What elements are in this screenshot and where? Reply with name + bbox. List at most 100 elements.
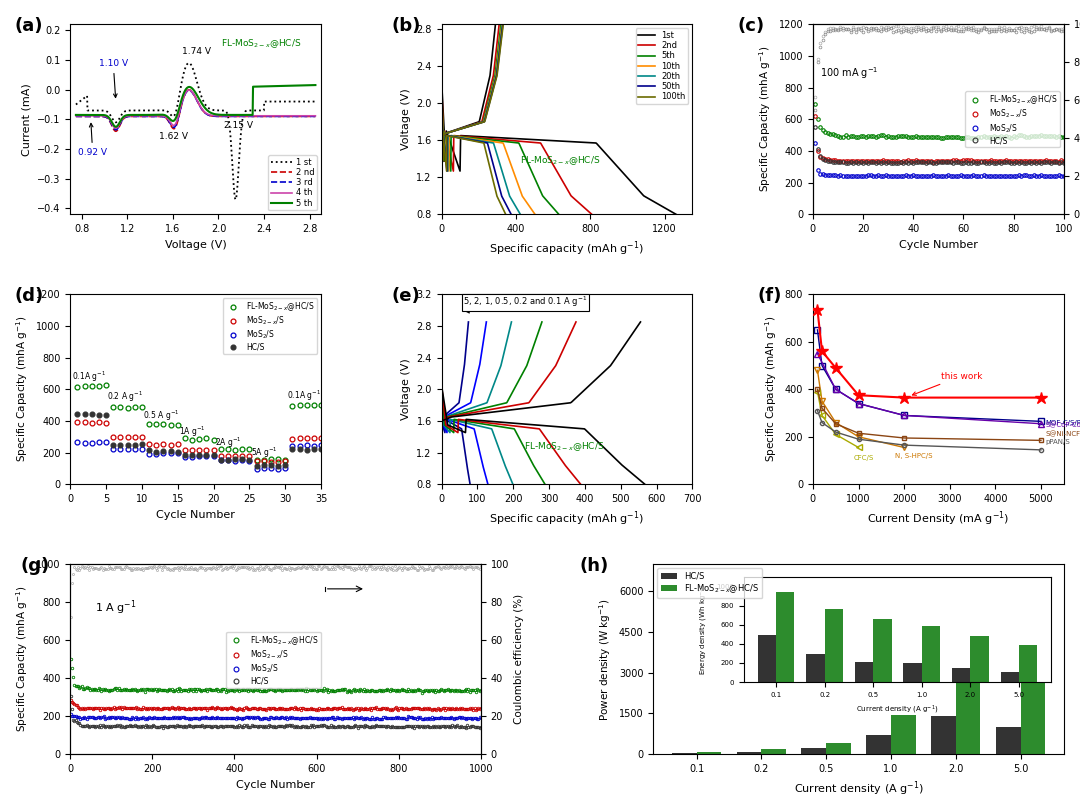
Y-axis label: Current (mA): Current (mA) <box>22 83 31 156</box>
Text: 1 A g$^{-1}$: 1 A g$^{-1}$ <box>95 599 136 617</box>
X-axis label: Cycle Number: Cycle Number <box>899 240 977 250</box>
Bar <box>1021 586 1045 754</box>
Y-axis label: Voltage (V): Voltage (V) <box>401 88 410 150</box>
3 rd <box>212 111 225 121</box>
Text: 0.1A g$^{-1}$: 0.1A g$^{-1}$ <box>72 369 107 384</box>
Text: 1A g$^{-1}$: 1A g$^{-1}$ <box>179 425 206 440</box>
5 th <box>109 122 122 131</box>
1 st <box>211 105 224 115</box>
Text: 2A g$^{-1}$: 2A g$^{-1}$ <box>215 436 242 449</box>
Text: (a): (a) <box>15 17 43 35</box>
Text: this work: this work <box>913 371 982 395</box>
Text: FL-MoS$_{2-x}$@HC/S: FL-MoS$_{2-x}$@HC/S <box>524 440 605 453</box>
1 st <box>309 97 322 106</box>
Bar <box>672 753 697 754</box>
2 nd <box>109 127 122 136</box>
X-axis label: Voltage (V): Voltage (V) <box>165 240 227 250</box>
Text: CFC/S: CFC/S <box>854 455 874 461</box>
Bar <box>826 743 851 754</box>
Text: 1.74 V: 1.74 V <box>181 47 211 56</box>
Text: S@CoP-Co/NCNHC: S@CoP-Co/NCNHC <box>1045 422 1080 428</box>
Line: 5 th: 5 th <box>76 85 315 127</box>
Bar <box>931 716 956 754</box>
2 nd <box>251 112 264 122</box>
Line: 1 st: 1 st <box>76 63 315 200</box>
Text: 5A g$^{-1}$: 5A g$^{-1}$ <box>251 445 278 460</box>
2 nd <box>69 112 82 122</box>
Text: MOF-C/S/PDAc: MOF-C/S/PDAc <box>1045 419 1080 426</box>
1 st <box>183 58 195 68</box>
Text: (c): (c) <box>738 17 765 35</box>
Bar <box>761 749 786 754</box>
4 th <box>230 111 243 121</box>
4 th <box>178 90 191 100</box>
Line: 3 rd: 3 rd <box>76 90 315 130</box>
1 st <box>131 105 144 115</box>
Text: FL-MoS$_{2-x}$@HC/S: FL-MoS$_{2-x}$@HC/S <box>220 38 301 50</box>
Bar <box>956 681 981 754</box>
Line: 2 nd: 2 nd <box>76 90 315 131</box>
Bar <box>697 752 721 754</box>
Y-axis label: Specific Capacity (mhA g$^{-1}$): Specific Capacity (mhA g$^{-1}$) <box>15 586 30 732</box>
X-axis label: Specific capacity (mAh g$^{-1}$): Specific capacity (mAh g$^{-1}$) <box>489 240 645 258</box>
4 th <box>112 121 125 131</box>
4 th <box>183 85 195 95</box>
Legend: FL-MoS$_{2-x}$@HC/S, MoS$_{2-x}$/S, MoS$_2$/S, HC/S: FL-MoS$_{2-x}$@HC/S, MoS$_{2-x}$/S, MoS$… <box>222 298 318 354</box>
Bar <box>866 736 891 754</box>
Text: N, S-HPC/S: N, S-HPC/S <box>895 453 932 459</box>
X-axis label: Specific capacity (mAh g$^{-1}$): Specific capacity (mAh g$^{-1}$) <box>489 509 645 528</box>
Text: 0.1A g$^{-1}$: 0.1A g$^{-1}$ <box>286 388 321 403</box>
2 nd <box>183 85 195 95</box>
3 rd <box>183 85 195 95</box>
3 rd <box>69 112 82 122</box>
3 rd <box>178 90 191 100</box>
Y-axis label: Power density (W kg$^{-1}$): Power density (W kg$^{-1}$) <box>597 598 613 721</box>
4 th <box>251 111 264 121</box>
Legend: FL-MoS$_{2-x}$@HC/S, MoS$_{2-x}$/S, MoS$_2$/S, HC/S: FL-MoS$_{2-x}$@HC/S, MoS$_{2-x}$/S, MoS$… <box>966 92 1059 148</box>
5 th <box>251 82 264 92</box>
Text: (f): (f) <box>758 286 782 305</box>
Legend: 1st, 2nd, 5th, 10th, 20th, 50th, 100th: 1st, 2nd, 5th, 10th, 20th, 50th, 100th <box>635 28 688 104</box>
4 th <box>309 111 322 121</box>
Bar <box>737 752 761 754</box>
Y-axis label: Specific Capacity (mhA g$^{-1}$): Specific Capacity (mhA g$^{-1}$) <box>14 316 30 462</box>
Text: 1.62 V: 1.62 V <box>159 131 188 140</box>
1 st <box>251 105 264 115</box>
Text: 1.10 V: 1.10 V <box>98 59 127 97</box>
X-axis label: Current density (A g$^{-1}$): Current density (A g$^{-1}$) <box>794 779 923 798</box>
Line: 4 th: 4 th <box>76 90 315 128</box>
Legend: 1 st, 2 nd, 3 rd, 4 th, 5 th: 1 st, 2 nd, 3 rd, 4 th, 5 th <box>268 155 316 210</box>
Legend: FL-MoS$_{2-x}$@HC/S, MoS$_{2-x}$/S, MoS$_2$/S, HC/S: FL-MoS$_{2-x}$@HC/S, MoS$_{2-x}$/S, MoS$… <box>226 632 321 688</box>
Text: 0.2 A g$^{-1}$: 0.2 A g$^{-1}$ <box>108 390 144 405</box>
Legend: HC/S, FL-MoS$_{2-x}$@HC/S: HC/S, FL-MoS$_{2-x}$@HC/S <box>658 569 762 599</box>
2 nd <box>230 112 243 122</box>
5 th <box>178 87 191 97</box>
Y-axis label: Coulombic efficiency (%): Coulombic efficiency (%) <box>514 594 525 724</box>
5 th <box>69 110 82 120</box>
Text: (e): (e) <box>391 286 420 305</box>
3 rd <box>230 112 243 122</box>
3 rd <box>109 125 122 135</box>
X-axis label: Cycle Number: Cycle Number <box>237 779 315 789</box>
Y-axis label: Specific Capacity (mAh g$^{-1}$): Specific Capacity (mAh g$^{-1}$) <box>764 316 779 462</box>
1 st <box>112 115 125 125</box>
Bar <box>801 749 826 754</box>
2 nd <box>112 123 125 133</box>
1 st <box>69 100 82 109</box>
Text: FL-MoS$_{2-x}$@HC/S: FL-MoS$_{2-x}$@HC/S <box>519 155 600 167</box>
Text: (h): (h) <box>579 556 608 574</box>
Text: (g): (g) <box>21 556 50 574</box>
Text: 5, 2, 1, 0.5, 0.2 and 0.1 A g$^{-1}$: 5, 2, 1, 0.5, 0.2 and 0.1 A g$^{-1}$ <box>463 295 588 309</box>
5 th <box>112 119 125 129</box>
3 rd <box>251 112 264 122</box>
Bar <box>996 727 1021 754</box>
5 th <box>230 110 243 120</box>
4 th <box>212 111 225 121</box>
Y-axis label: Voltage (V): Voltage (V) <box>401 358 410 420</box>
2 nd <box>132 112 145 122</box>
1 st <box>230 190 243 200</box>
4 th <box>132 111 145 121</box>
4 th <box>109 123 122 133</box>
3 rd <box>112 122 125 131</box>
5 th <box>309 80 322 90</box>
